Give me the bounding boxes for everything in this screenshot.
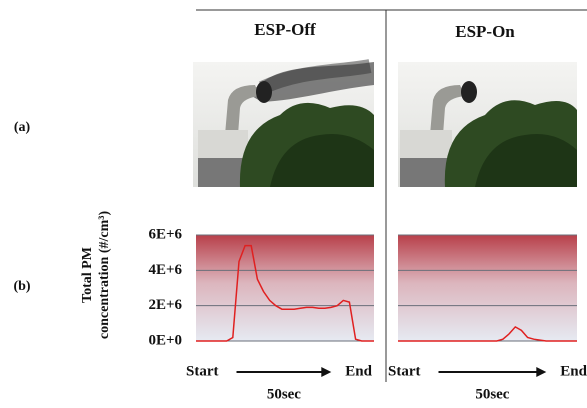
row-label: (a) [14, 120, 31, 135]
data-line [196, 244, 374, 342]
column-header: ESP-On [455, 22, 515, 41]
column-header: ESP-Off [254, 20, 316, 39]
x-duration-label: 50sec [267, 386, 301, 402]
arrow-head [536, 367, 547, 377]
y-tick-label: 0E+0 [148, 332, 182, 348]
y-tick-label: 6E+6 [148, 226, 182, 242]
y-axis-label: concentration (#/cm³) [97, 211, 112, 340]
row-label: (b) [13, 279, 30, 294]
x-end-label: End [560, 363, 587, 379]
data-line [398, 325, 577, 342]
x-duration-label: 50sec [475, 386, 509, 402]
plot-background [196, 235, 374, 341]
x-end-label: End [345, 363, 372, 379]
photo-esp-off [193, 59, 374, 187]
y-tick-label: 4E+6 [148, 262, 182, 278]
plot-background [398, 235, 577, 341]
x-start-label: Start [186, 363, 219, 379]
photo-esp-on [398, 62, 577, 187]
y-tick-label: 2E+6 [148, 297, 182, 313]
y-axis-label: Total PM [80, 247, 95, 303]
arrow-head [321, 367, 332, 377]
x-start-label: Start [388, 363, 421, 379]
